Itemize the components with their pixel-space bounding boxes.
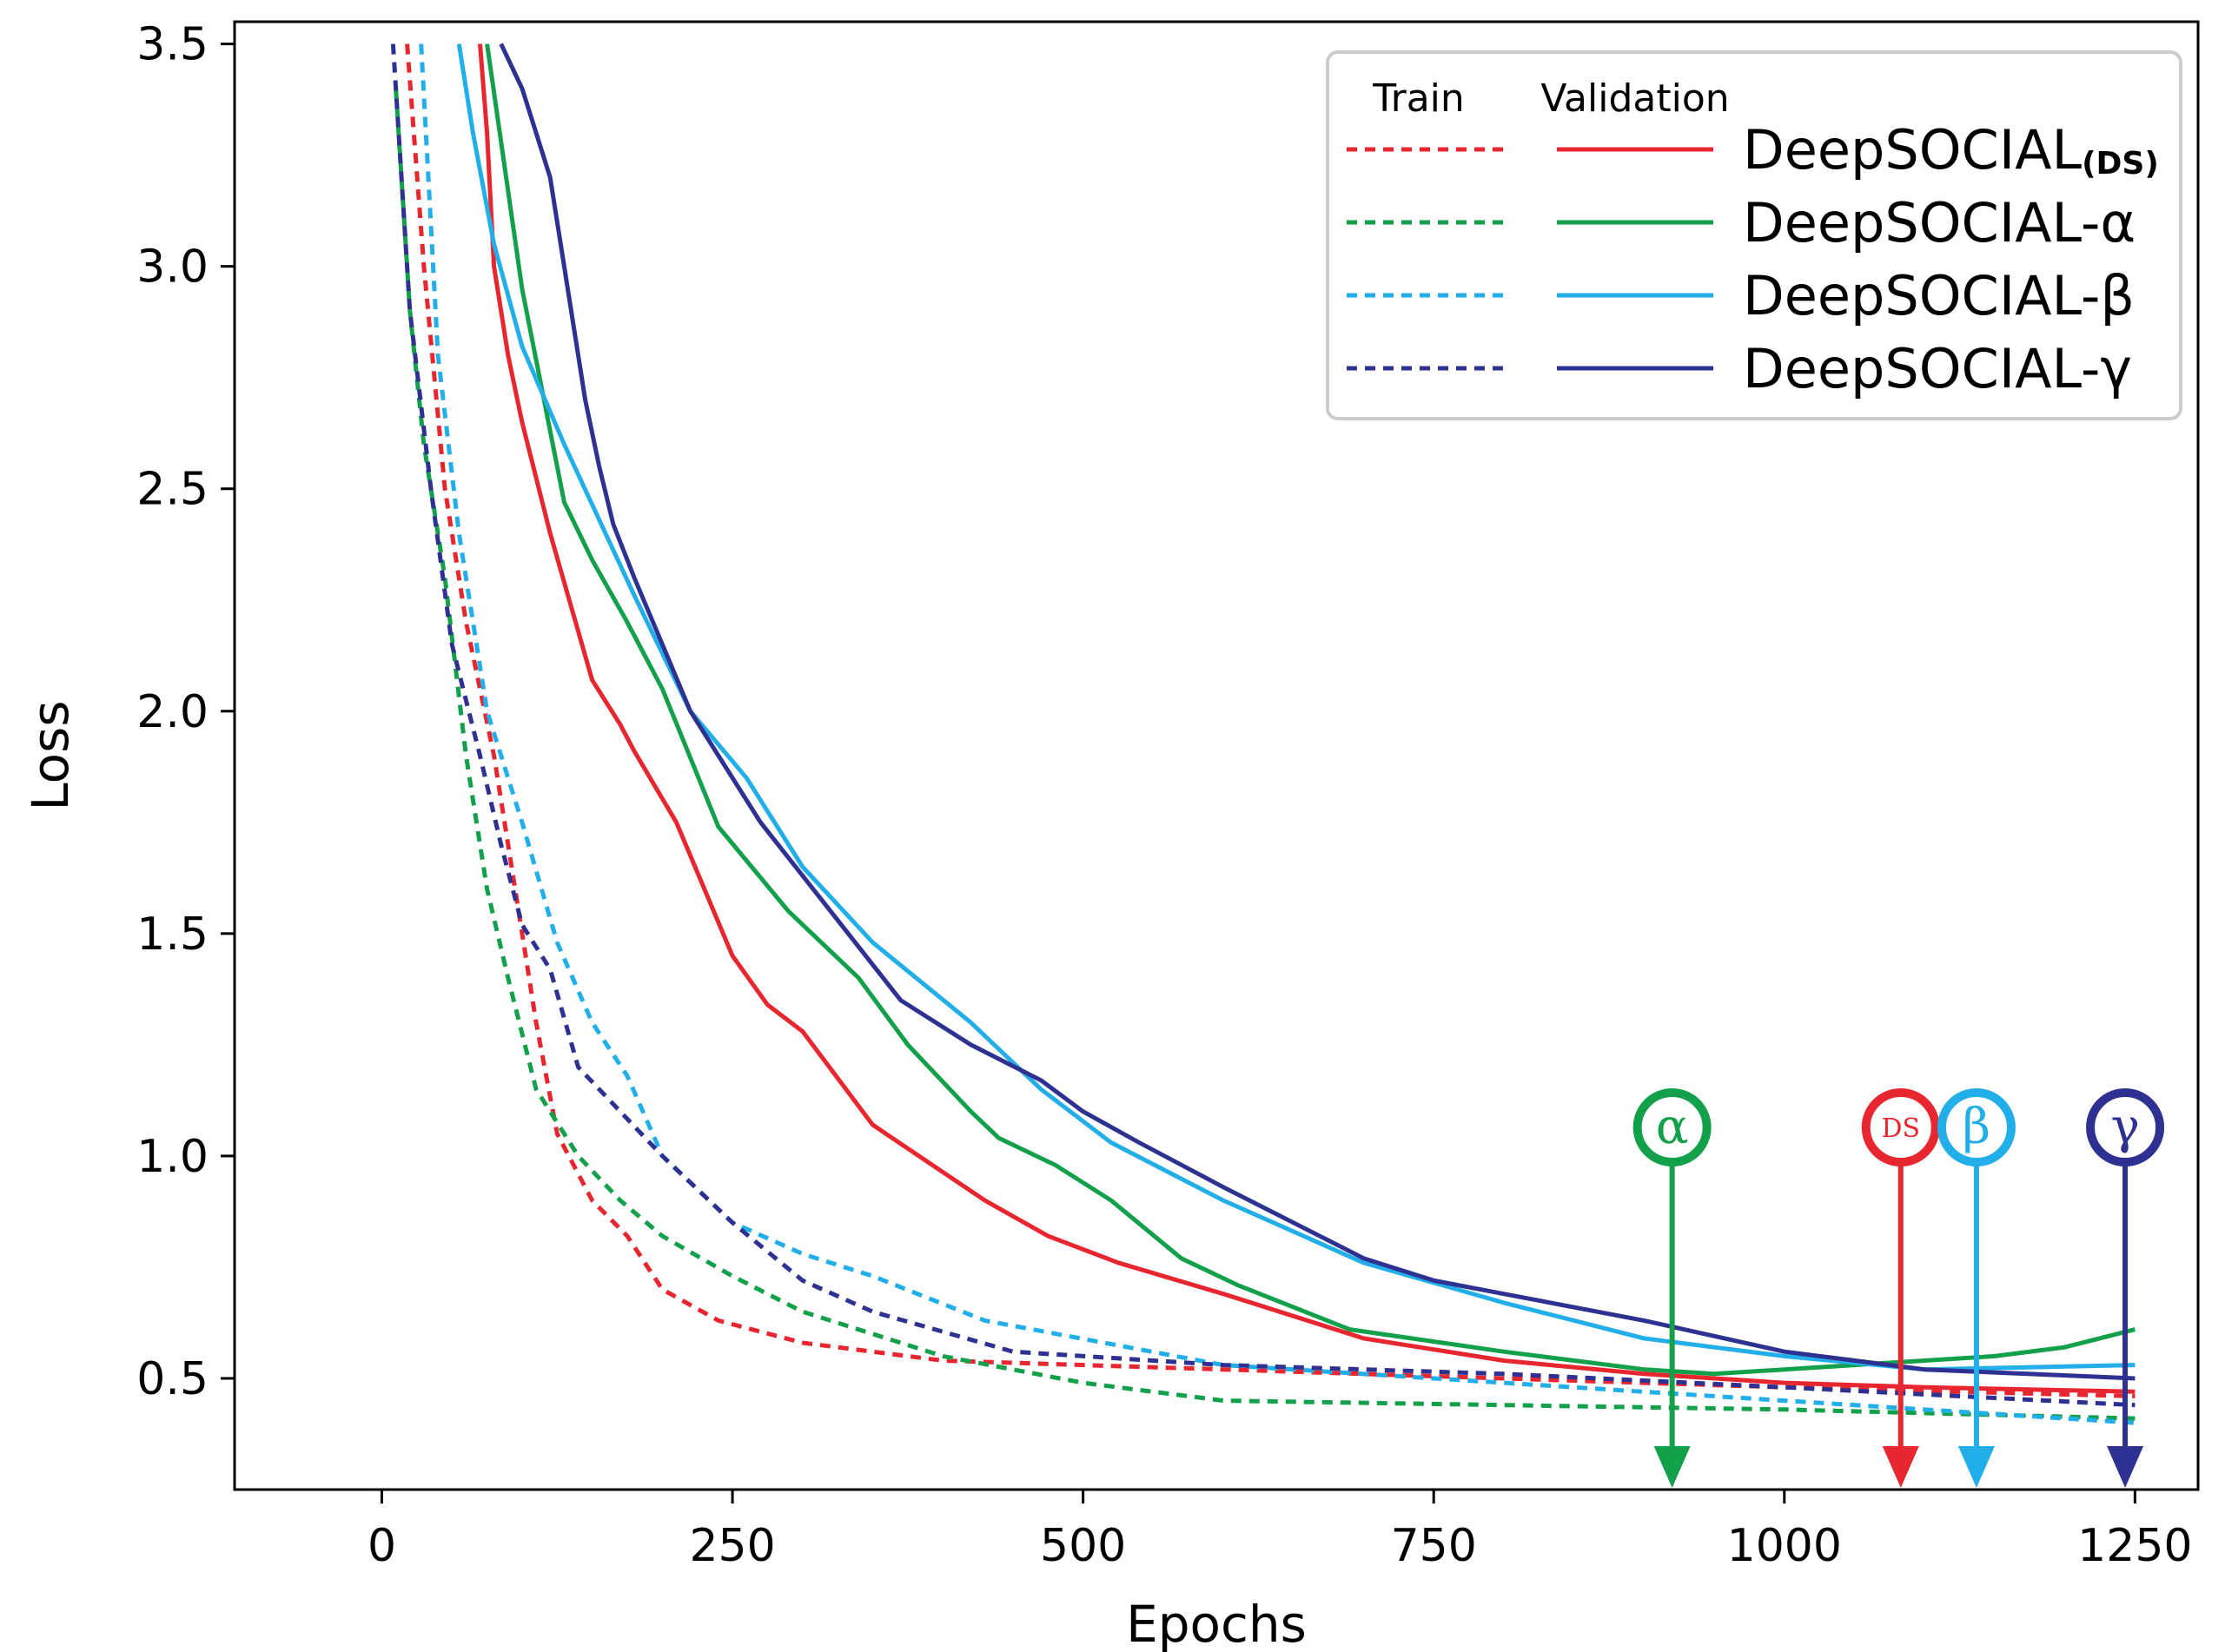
marker-label: α: [1656, 1099, 1689, 1155]
x-tick-label: 750: [1391, 1520, 1477, 1572]
best-epoch-marker-DS: DS: [1861, 1088, 1940, 1488]
annotation-layer: α DS β γ: [1632, 1088, 2165, 1488]
series-line-DS-validation: [478, 43, 2136, 1394]
series-layer: [390, 43, 2136, 1425]
x-tick-label: 0: [368, 1520, 396, 1572]
y-tick-label: 3.5: [136, 19, 209, 71]
x-axis-title: Epochs: [1126, 1595, 1307, 1652]
plot-frame: [233, 20, 2200, 1491]
y-tick-label: 0.5: [136, 1353, 209, 1405]
marker-label: γ: [2110, 1099, 2139, 1155]
legend-label-text: DeepSOCIAL-α: [1743, 191, 2136, 254]
marker-circle: [1632, 1088, 1712, 1166]
x-tick-label: 500: [1040, 1520, 1126, 1572]
legend-label: DeepSOCIAL(DS): [1743, 118, 2159, 182]
legend-entry: DeepSOCIAL-γ: [1347, 337, 2132, 400]
marker-label: β: [1963, 1099, 1990, 1155]
y-tick-label: 1.5: [136, 909, 209, 961]
y-tick-label: 3.0: [136, 241, 209, 294]
series-line-β-validation: [456, 43, 2136, 1372]
marker-circle: [1937, 1088, 2016, 1166]
y-axis-title: Loss: [21, 700, 80, 810]
series-line-α-validation: [485, 43, 2136, 1377]
legend-label-text: DeepSOCIAL: [1743, 118, 2083, 182]
y-tick-label: 1.0: [136, 1131, 209, 1183]
y-tick-label: 2.0: [136, 686, 209, 738]
legend-entry: DeepSOCIAL(DS): [1347, 118, 2159, 182]
best-epoch-marker-α: α: [1632, 1088, 1712, 1488]
x-tick-label: 1250: [2077, 1520, 2192, 1572]
legend-header-validation: Validation: [1540, 76, 1729, 121]
x-tick-label: 250: [689, 1520, 775, 1572]
marker-circle: [2086, 1088, 2165, 1166]
legend-label-suffix: (DS): [2082, 146, 2159, 182]
marker-arrow-head: [1653, 1446, 1691, 1488]
marker-circle: [1861, 1088, 1940, 1166]
marker-arrow-head: [1882, 1446, 1919, 1488]
legend: Train Validation DeepSOCIAL(DS) DeepSOCIAL-…: [1326, 50, 2182, 420]
axes-layer: 0 250 500 750 1000 1250 0.5 1.0 1.5 2.0 2.5 3.0 3.5: [136, 19, 2200, 1572]
best-epoch-marker-γ: γ: [2086, 1088, 2165, 1488]
legend-label-text: DeepSOCIAL-γ: [1743, 337, 2132, 400]
marker-arrow-head: [1957, 1446, 1995, 1488]
series-line-α-train: [394, 88, 2136, 1421]
best-epoch-marker-β: β: [1937, 1088, 2016, 1488]
legend-box: [1326, 50, 2182, 420]
y-tick-label: 2.5: [136, 464, 209, 516]
series-line-γ-validation: [499, 43, 2136, 1381]
legend-label: DeepSOCIAL-β: [1743, 264, 2135, 327]
marker-label: DS: [1881, 1113, 1920, 1144]
legend-label-text: DeepSOCIAL-β: [1743, 264, 2135, 327]
legend-label: DeepSOCIAL-γ: [1743, 337, 2132, 400]
legend-header-train: Train: [1372, 76, 1465, 121]
series-line-γ-train: [390, 43, 2136, 1408]
marker-arrow-head: [2107, 1446, 2144, 1488]
legend-entry: DeepSOCIAL-α: [1347, 191, 2136, 254]
x-tick-label: 1000: [1727, 1520, 1842, 1572]
legend-entry: DeepSOCIAL-β: [1347, 264, 2135, 327]
legend-label: DeepSOCIAL-α: [1743, 191, 2136, 254]
